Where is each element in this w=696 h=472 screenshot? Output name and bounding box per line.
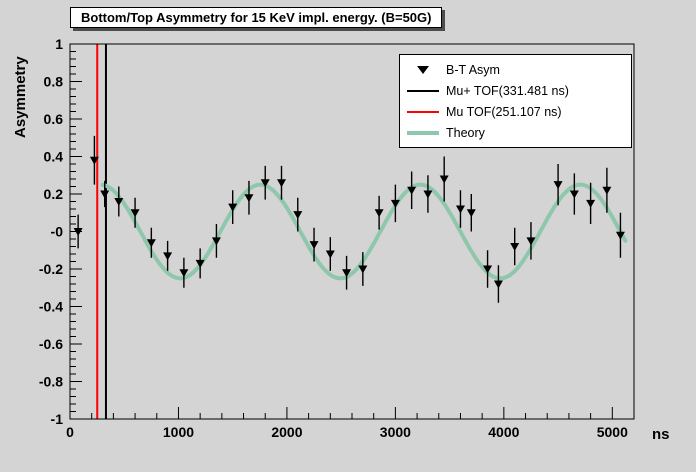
y-tick-label: 1 (55, 36, 63, 52)
data-point (602, 186, 612, 195)
data-point (89, 156, 99, 165)
data-point (293, 211, 303, 220)
theory-curve (100, 182, 628, 281)
legend-triangle-icon (400, 65, 446, 74)
data-point (114, 198, 124, 206)
data-point (146, 239, 156, 248)
y-tick-label: 0.4 (44, 149, 64, 165)
x-tick-label: 2000 (271, 424, 302, 440)
legend-item: B-T Asym (400, 59, 631, 80)
data-point (228, 203, 238, 212)
y-tick-label: -0.2 (39, 261, 63, 277)
x-tick-label: 4000 (488, 424, 519, 440)
legend-item: Mu+ TOF(331.481 ns) (400, 80, 631, 101)
data-point (526, 237, 536, 246)
legend-label: Theory (446, 125, 485, 140)
legend-item: Mu TOF(251.107 ns) (400, 101, 631, 122)
data-point (569, 190, 579, 199)
x-tick-label: 5000 (597, 424, 628, 440)
data-point (510, 243, 520, 251)
data-point (130, 209, 140, 218)
legend-label: Mu+ TOF(331.481 ns) (446, 83, 569, 98)
x-tick-label: 0 (66, 424, 74, 440)
data-point (455, 205, 465, 214)
data-point (100, 190, 110, 199)
legend: B-T Asym Mu+ TOF(331.481 ns) Mu TOF(251.10… (399, 54, 632, 148)
data-point (195, 259, 205, 268)
data-point (423, 190, 433, 199)
y-axis-title: Asymmetry (12, 56, 29, 138)
legend-item: Theory (400, 122, 631, 143)
y-tick-label: -0 (51, 224, 64, 240)
data-series (73, 135, 625, 303)
data-point (374, 209, 384, 218)
x-tick-label: 3000 (380, 424, 411, 440)
y-tick-label: 0.8 (44, 74, 64, 90)
data-point (163, 252, 173, 261)
y-tick-label: -0.8 (39, 374, 63, 390)
data-point (179, 269, 189, 278)
data-point (553, 181, 563, 190)
axis-tick-labels: 0 1000 2000 3000 4000 5000 1 0.8 0.6 0.4 0.2 -0 -0.2… (39, 36, 628, 440)
data-point (615, 231, 625, 240)
data-point (466, 209, 476, 218)
data-point (244, 194, 254, 203)
data-point (260, 179, 270, 188)
y-tick-label: -0.4 (39, 299, 63, 315)
data-point (483, 265, 493, 274)
legend-line-swatch (400, 130, 446, 135)
data-point (211, 237, 221, 246)
legend-label: B-T Asym (446, 62, 500, 77)
data-point (493, 280, 503, 289)
legend-line-swatch (400, 110, 446, 113)
legend-line-swatch (400, 89, 446, 92)
data-point (309, 241, 319, 250)
data-point (342, 269, 352, 278)
data-point (586, 199, 596, 208)
legend-label: Mu TOF(251.107 ns) (446, 104, 562, 119)
y-tick-label: -0.6 (39, 336, 63, 352)
data-point (439, 175, 449, 184)
data-point (407, 186, 417, 195)
x-axis-title: ns (652, 426, 670, 443)
data-point (325, 250, 335, 259)
data-point (390, 199, 400, 208)
chart-title: Bottom/Top Asymmetry for 15 KeV impl. en… (70, 7, 443, 28)
y-tick-label: 0.2 (44, 186, 64, 202)
y-tick-label: 0.6 (44, 111, 64, 127)
x-tick-label: 1000 (163, 424, 194, 440)
data-point (277, 179, 286, 188)
y-tick-label: -1 (51, 411, 64, 427)
data-point (358, 265, 368, 274)
